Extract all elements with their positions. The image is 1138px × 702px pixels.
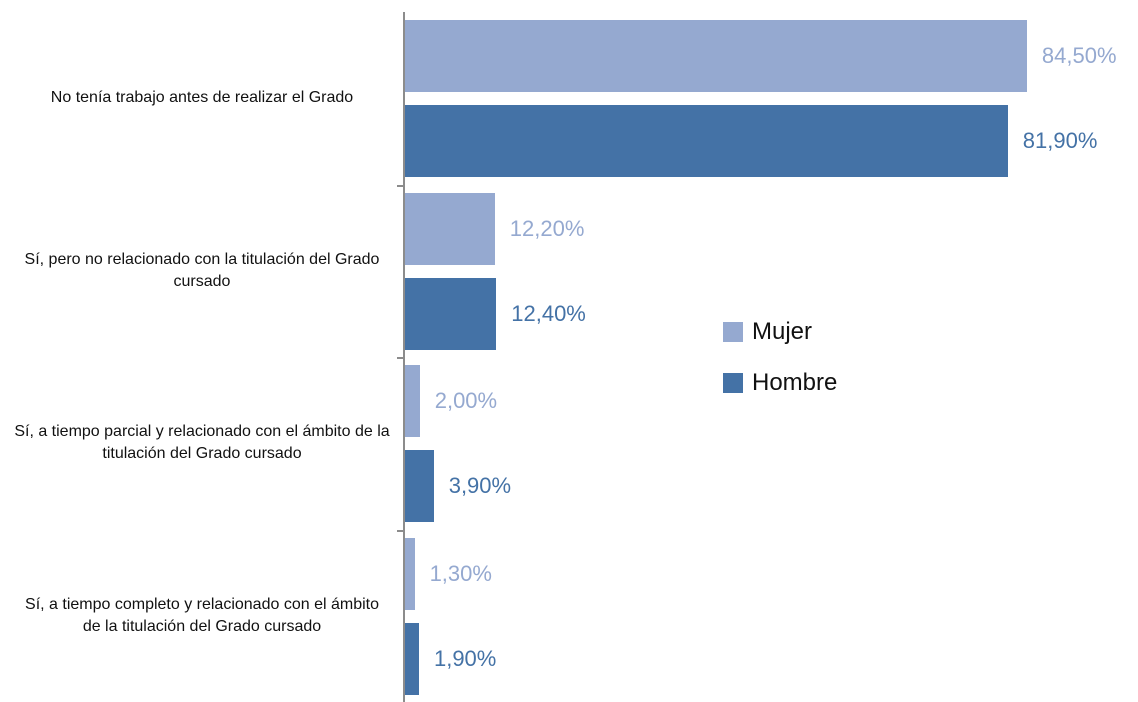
bar [405,105,1008,177]
legend-swatch [723,373,743,393]
legend-swatch [723,322,743,342]
category-label: Sí, a tiempo completo y relacionado con … [25,595,379,635]
bar [405,192,495,265]
value-label: 2,00% [434,388,498,413]
value-label: 1,90% [433,645,497,671]
category-label: Sí, a tiempo parcial y relacionado con e… [14,423,390,463]
value-label: 1,30% [429,560,492,586]
value-label: 3,90% [448,473,512,498]
value-label: 81,90% [1022,128,1098,153]
category-label: No tenía trabajo antes de realizar el Gr… [50,89,354,107]
legend-label: Mujer [752,318,813,345]
bar [405,537,415,610]
value-label: 12,40% [511,300,586,326]
axis-tick [397,184,403,187]
bar [405,277,497,350]
axis-tick [397,357,403,359]
value-label: 12,20% [509,215,585,241]
axis-line [403,12,405,702]
legend-label: Hombre [752,369,838,396]
bar [405,365,420,437]
bar [405,20,1027,92]
category-label: Sí, pero no relacionado con la titulació… [24,250,380,290]
bar [405,622,419,695]
value-label: 84,50% [1041,43,1117,68]
axis-tick [397,529,403,532]
bar [405,450,434,522]
